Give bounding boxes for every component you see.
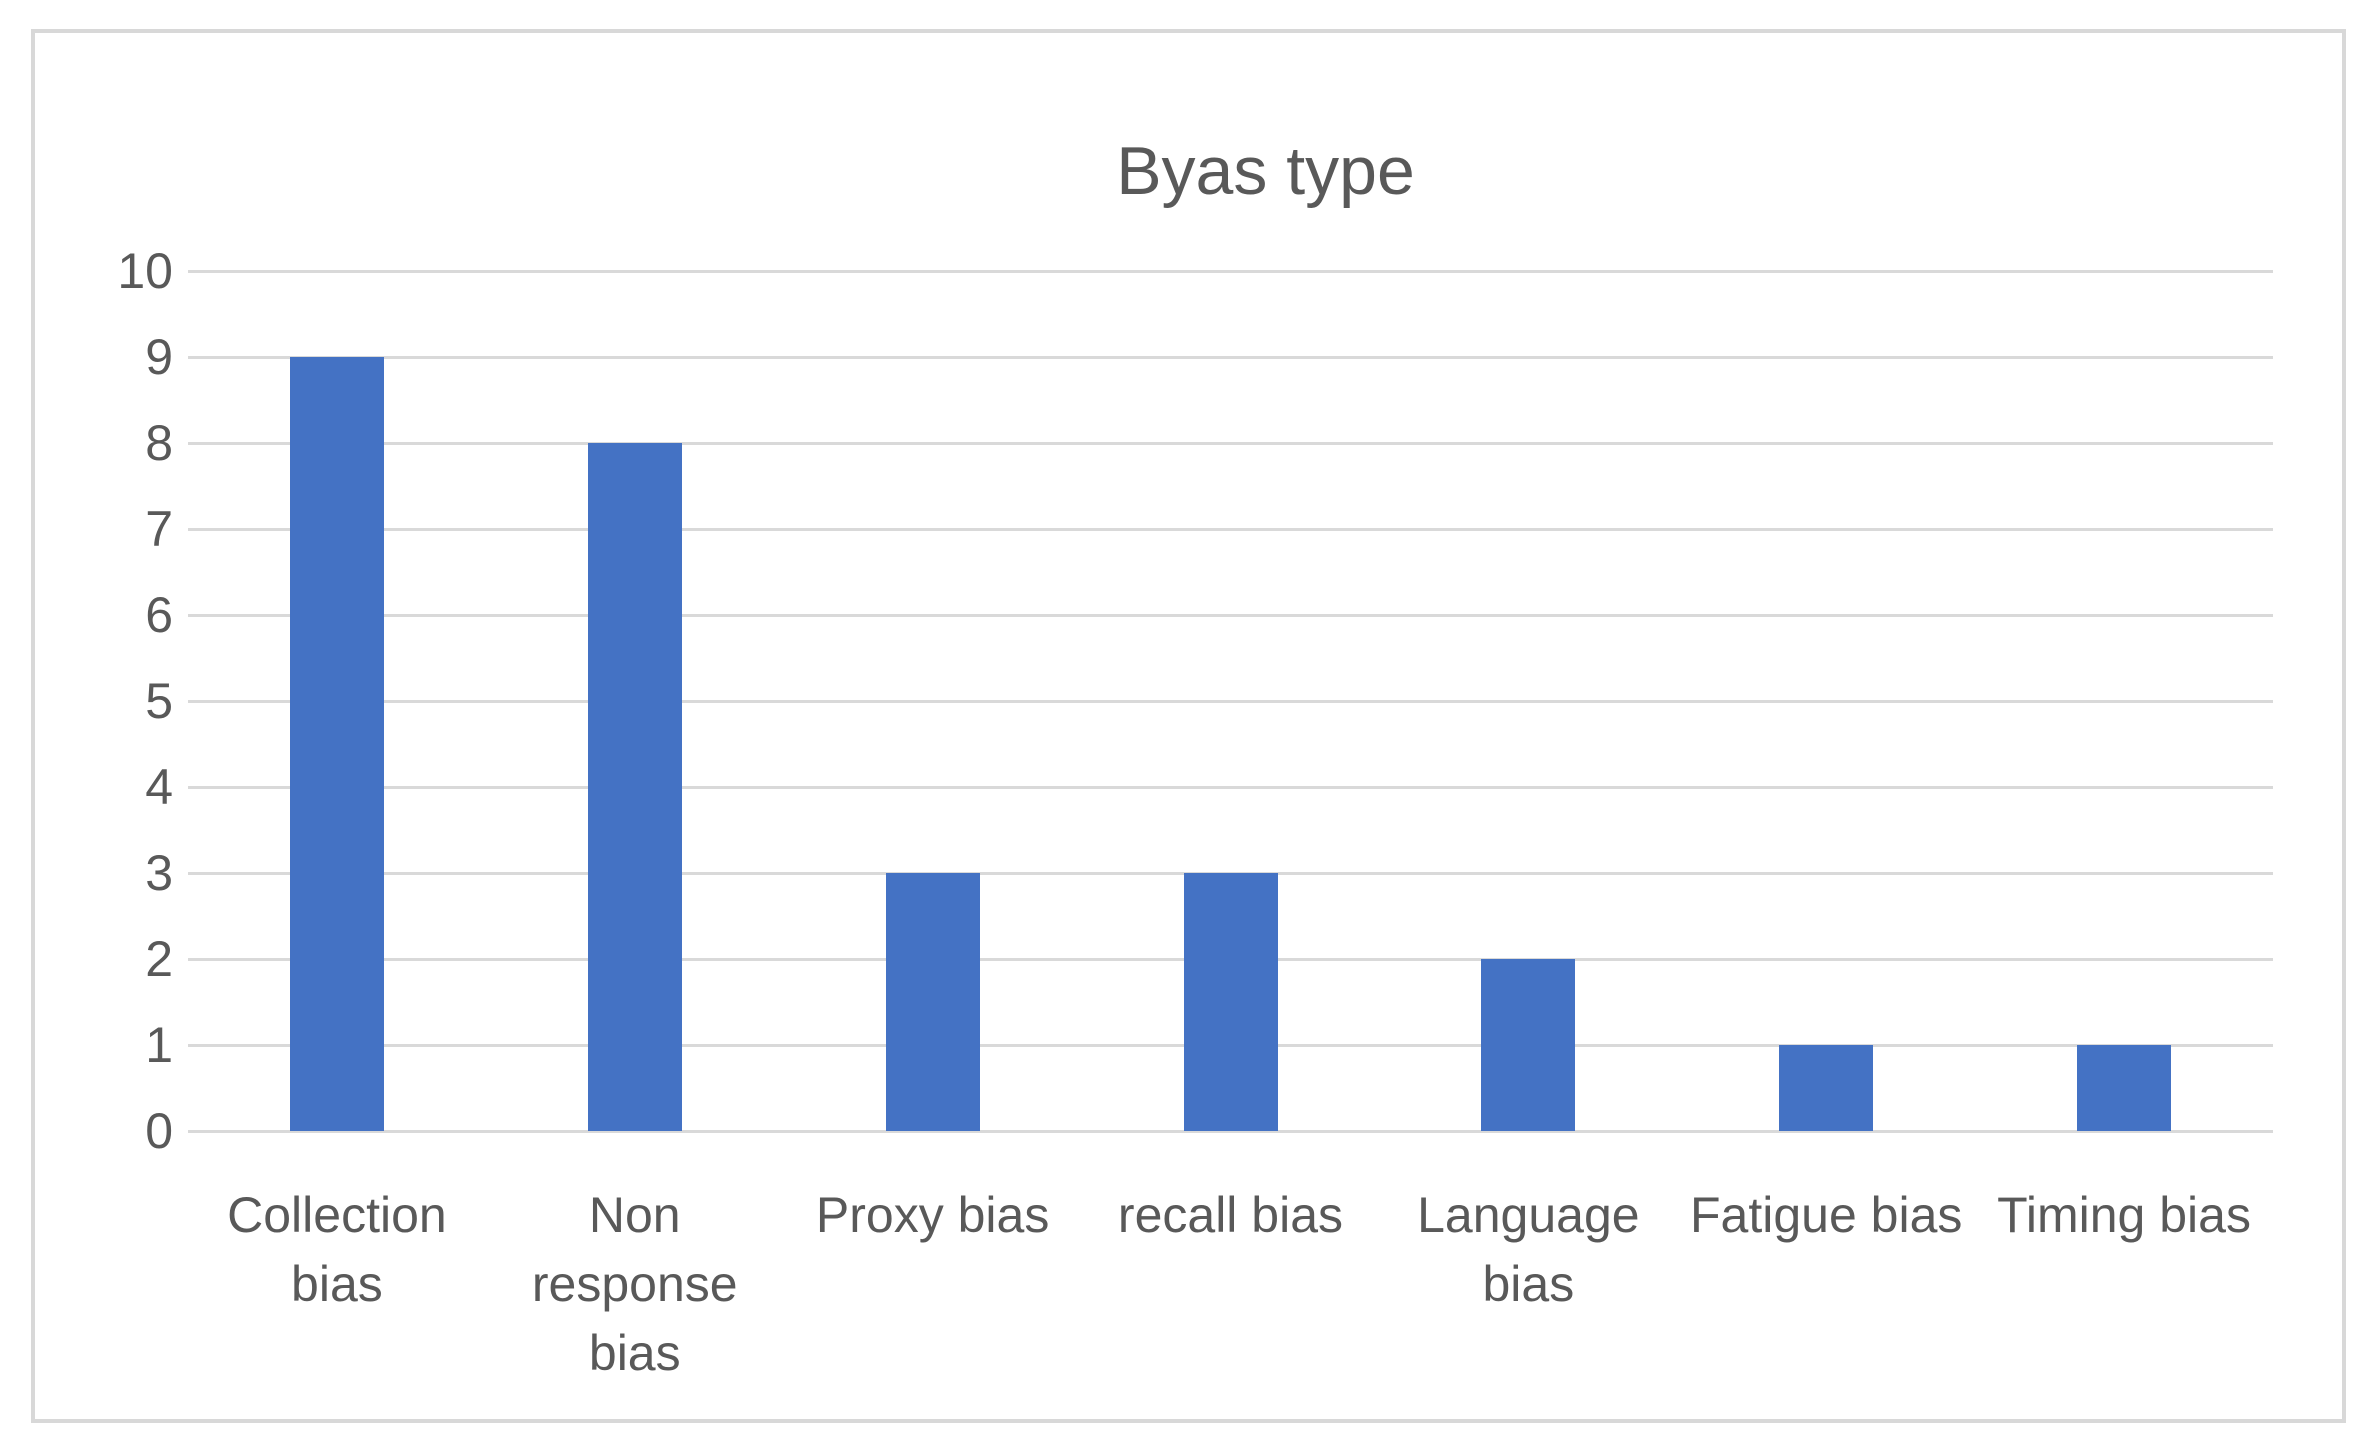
- y-tick-label: 2: [145, 931, 173, 987]
- bar-recall-bias: [1183, 873, 1278, 1131]
- gridline: [188, 1130, 2273, 1133]
- bar-collection-bias: [289, 357, 384, 1131]
- y-tick-label: 3: [145, 845, 173, 901]
- gridline: [188, 700, 2273, 703]
- y-tick-label: 7: [145, 501, 173, 557]
- bar-timing-bias: [2077, 1045, 2172, 1131]
- x-category-label: Proxy bias: [815, 1187, 1050, 1243]
- chart-frame: Byas type 0 1 2 3 4 5 6 7 8 9 10 Collection bias Non…: [31, 29, 2346, 1423]
- bar-proxy-bias: [885, 873, 980, 1131]
- bar-non-response-bias: [587, 443, 682, 1131]
- gridline: [188, 786, 2273, 789]
- y-tick-label: 6: [145, 587, 173, 643]
- x-category-label: Language bias: [1417, 1187, 1640, 1312]
- bar-fatigue-bias: [1779, 1045, 1874, 1131]
- y-tick-label: 5: [145, 673, 173, 729]
- gridline: [188, 614, 2273, 617]
- x-category-label: Non response bias: [531, 1187, 738, 1381]
- y-tick-label: 1: [145, 1017, 173, 1073]
- gridline: [188, 528, 2273, 531]
- gridline: [188, 442, 2273, 445]
- y-tick-label: 10: [117, 243, 173, 299]
- x-category-label: Fatigue bias: [1690, 1187, 1963, 1243]
- gridline: [188, 356, 2273, 359]
- y-tick-label: 4: [145, 759, 173, 815]
- bar-language-bias: [1481, 959, 1576, 1131]
- chart-title: Byas type: [1116, 133, 1415, 209]
- x-category-label: recall bias: [1117, 1187, 1344, 1243]
- x-category-label: Timing bias: [1997, 1187, 2251, 1243]
- y-tick-label: 9: [145, 329, 173, 385]
- y-tick-label: 0: [145, 1103, 173, 1159]
- gridline: [188, 270, 2273, 273]
- x-category-label: Collection bias: [227, 1187, 447, 1312]
- y-tick-label: 8: [145, 415, 173, 471]
